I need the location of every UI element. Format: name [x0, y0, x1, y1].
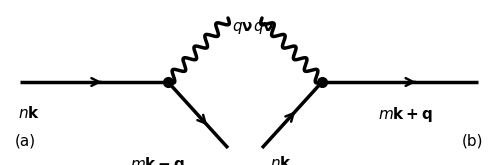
Text: $\mathit{q}\mathbf{ν}$: $\mathit{q}\mathbf{ν}$ [232, 20, 254, 36]
Text: (b): (b) [462, 133, 483, 148]
Text: (a): (a) [15, 133, 36, 148]
Text: $\mathit{m}\mathbf{k−q}$: $\mathit{m}\mathbf{k−q}$ [130, 155, 185, 165]
Text: $\mathit{q}\mathbf{ν}$: $\mathit{q}\mathbf{ν}$ [253, 20, 274, 36]
Text: $\mathit{n}\mathbf{k}$: $\mathit{n}\mathbf{k}$ [270, 155, 292, 165]
Text: $\mathit{m}\mathbf{k+q}$: $\mathit{m}\mathbf{k+q}$ [378, 105, 433, 124]
Text: $\mathit{n}\mathbf{k}$: $\mathit{n}\mathbf{k}$ [18, 105, 40, 121]
